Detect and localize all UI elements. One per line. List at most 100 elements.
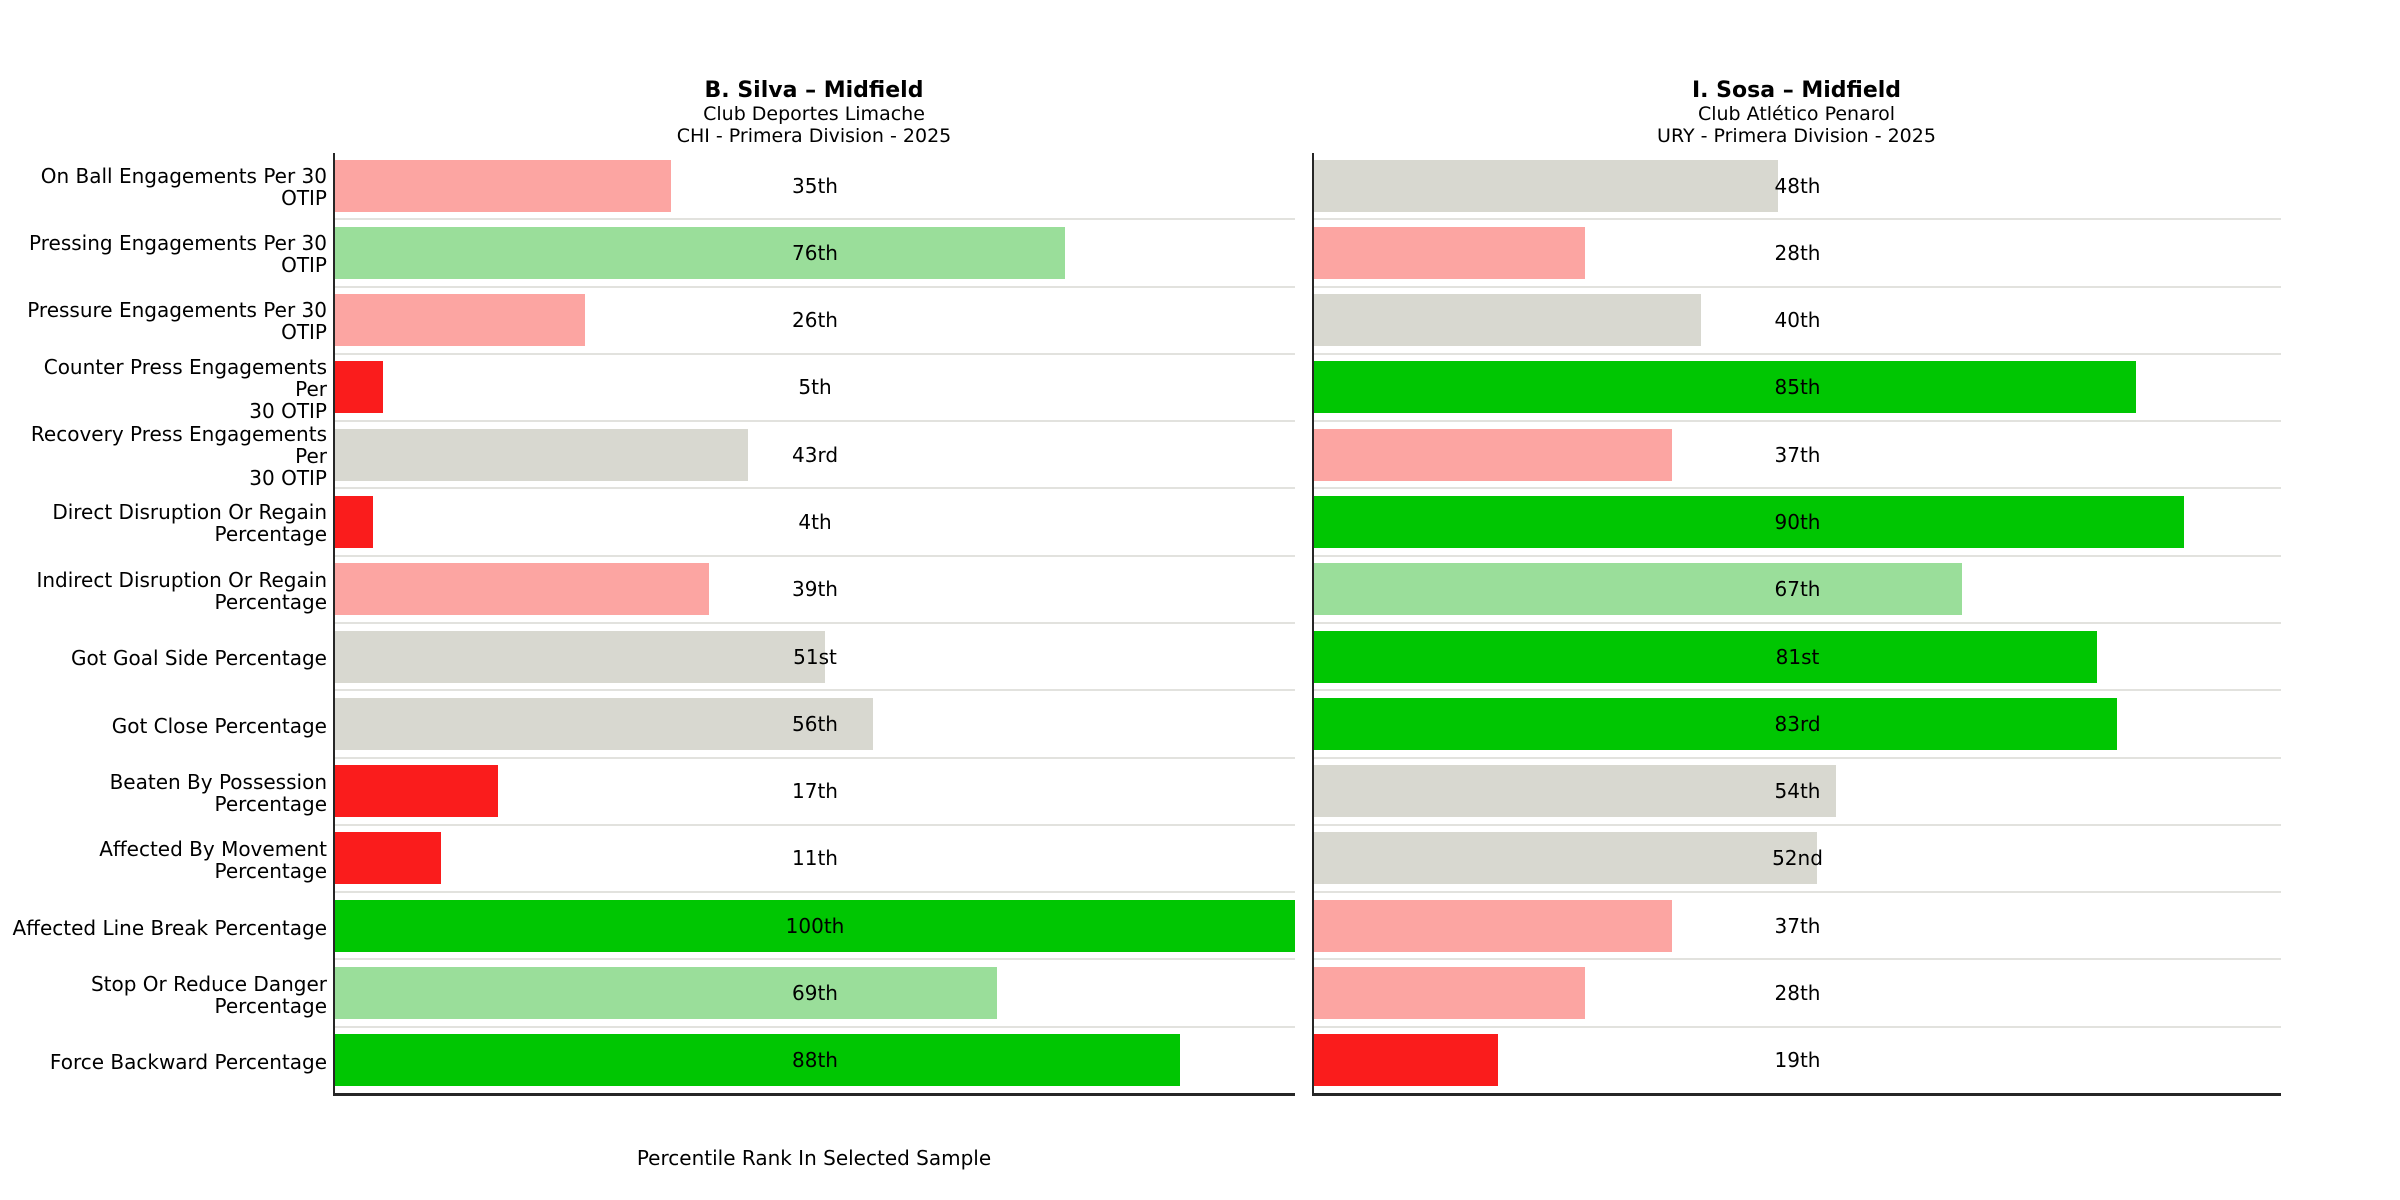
percentile-value-label: 4th [798,510,832,535]
percentile-value-label: 52nd [1772,846,1823,871]
percentile-bar [1314,832,1817,885]
chart-row: 28th [1314,960,2281,1028]
chart-row: 48th [1314,153,2281,221]
chart-row: 52nd [1314,826,2281,894]
category-label: Affected By Movement Percentage [99,837,327,884]
chart-row: 26th [335,288,1295,355]
percentile-value-label: 67th [1774,577,1821,602]
chart-row: 76th [335,220,1295,288]
player-name-title: B. Silva – Midfield [704,78,924,103]
category-label: Pressing Engagements Per 30 OTIP [29,231,327,278]
league-subtitle: URY - Primera Division - 2025 [1657,125,1936,147]
right-chart-plot-area: 48th 28th 40th 85th 37th 90th 67th 81st 83rd 54th… [1312,153,2281,1096]
chart-row: 28th [1314,220,2281,288]
percentile-value-label: 51st [793,644,837,669]
percentile-bar [335,294,585,347]
right-player-title-block: I. Sosa – Midfield Club Atlético Penarol… [1312,78,2281,147]
percentile-bar [335,563,710,616]
chart-row: 37th [1314,422,2281,490]
category-label: Beaten By Possession Percentage [109,769,327,816]
chart-row: 69th [335,960,1295,1028]
percentile-bar [335,496,374,549]
percentile-bar [335,159,671,212]
percentile-value-label: 5th [798,375,832,400]
percentile-bar [1314,428,1672,481]
percentile-value-label: 17th [792,779,838,804]
category-label: Direct Disruption Or Regain Percentage [52,500,327,547]
chart-row: 5th [335,355,1295,423]
percentile-bar [1314,496,2185,549]
club-subtitle: Club Deportes Limache [703,103,925,125]
percentile-value-label: 90th [1774,510,1821,535]
percentile-value-label: 56th [792,711,838,736]
category-label: Force Backward Percentage [49,1050,327,1075]
chart-row: 81st [1314,624,2281,692]
percentile-bar [1314,765,1837,818]
percentile-value-label: 40th [1774,308,1821,333]
percentile-bar [335,226,1065,279]
chart-row: 90th [1314,489,2281,557]
chart-row: 37th [1314,893,2281,961]
percentile-value-label: 88th [792,1048,838,1073]
percentile-bar [1314,563,1962,616]
chart-row: 19th [1314,1028,2281,1093]
percentile-bar [1314,630,2098,683]
chart-row: 100th [335,893,1295,961]
chart-row: 56th [335,691,1295,759]
percentile-bar [335,630,825,683]
percentile-value-label: 83rd [1774,711,1821,736]
percentile-value-label: 54th [1774,779,1821,804]
percentile-bar [1314,159,1779,212]
percentile-value-label: 35th [792,173,838,198]
percentile-bar [1314,697,2117,750]
percentile-bar [1314,899,1672,952]
league-subtitle: CHI - Primera Division - 2025 [676,125,952,147]
chart-row: 40th [1314,288,2281,355]
percentile-bar [335,1034,1180,1087]
percentile-bar [335,361,383,414]
category-labels-column: On Ball Engagements Per 30 OTIP Pressing … [10,153,327,1096]
category-label: On Ball Engagements Per 30 OTIP [40,163,327,210]
category-label: Got Close Percentage [111,713,327,738]
percentile-value-label: 28th [1774,240,1821,265]
category-label: Indirect Disruption Or Regain Percentage [36,567,327,614]
club-subtitle: Club Atlético Penarol [1697,103,1896,125]
percentile-bar [1314,226,1585,279]
percentile-value-label: 76th [792,240,838,265]
percentile-value-label: 28th [1774,981,1821,1006]
x-axis-label: Percentile Rank In Selected Sample [636,1146,992,1170]
percentile-bar [1314,967,1585,1020]
percentile-value-label: 39th [792,577,838,602]
chart-row: 35th [335,153,1295,221]
percentile-bar [335,832,441,885]
chart-row: 43rd [335,422,1295,490]
category-label: Affected Line Break Percentage [12,915,327,940]
chart-row: 83rd [1314,691,2281,759]
chart-row: 17th [335,759,1295,826]
percentile-value-label: 37th [1774,442,1821,467]
left-chart-plot-area: 35th 76th 26th 5th 43rd 4th 39th 51st 56th 17th 11… [333,153,1295,1096]
category-label: Got Goal Side Percentage [71,646,327,671]
chart-row: 88th [335,1028,1295,1093]
chart-row: 39th [335,557,1295,624]
category-label: Counter Press Engagements Per 30 OTIP [43,354,327,423]
chart-row: 11th [335,826,1295,894]
player-name-title: I. Sosa – Midfield [1691,78,1902,103]
percentile-value-label: 100th [785,913,845,938]
left-player-title-block: B. Silva – Midfield Club Deportes Limach… [333,78,1295,147]
chart-row: 85th [1314,355,2281,423]
percentile-bar [335,967,998,1020]
category-label: Pressure Engagements Per 30 OTIP [27,298,327,345]
percentile-bar [335,765,499,818]
percentile-value-label: 11th [792,846,838,871]
percentile-value-label: 69th [792,981,838,1006]
chart-row: 54th [1314,759,2281,826]
chart-row: 51st [335,624,1295,692]
percentile-value-label: 43rd [791,442,839,467]
chart-row: 4th [335,489,1295,557]
chart-row: 67th [1314,557,2281,624]
percentile-bar [335,899,1295,952]
percentile-bar [335,428,748,481]
percentile-bar [335,697,873,750]
